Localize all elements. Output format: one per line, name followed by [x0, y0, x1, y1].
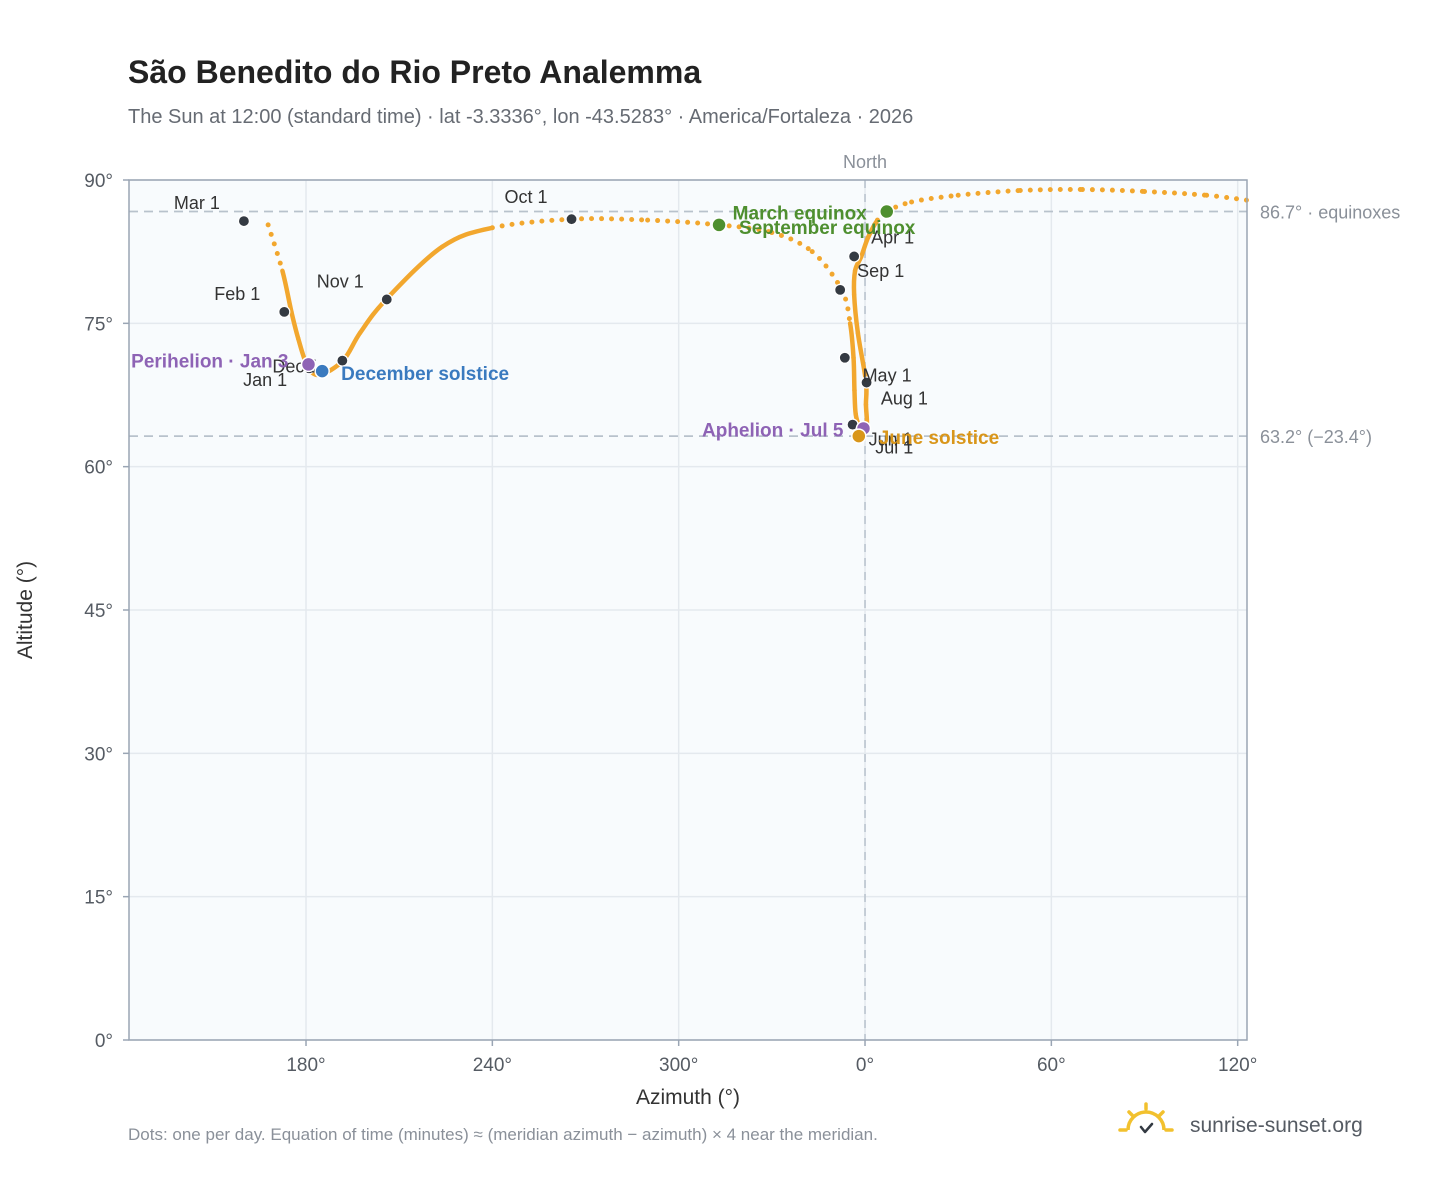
month-label: Aug 1: [881, 389, 928, 409]
event-markers: Perihelion · Jan 3 December solstice March…: [131, 204, 999, 450]
month-marker: [834, 283, 847, 296]
month-marker: [860, 376, 873, 389]
x-tick-label: 0°: [856, 1055, 874, 1076]
month-marker: [336, 354, 349, 367]
path-segment-dotted: [1142, 188, 1210, 198]
brand-logo: sunrise-sunset.org: [1118, 1102, 1363, 1137]
path-segment: [439, 225, 495, 250]
y-axis-label: Altitude (°): [14, 561, 37, 659]
event-marker: [300, 356, 317, 373]
y-tick-label: 75°: [84, 314, 113, 335]
x-tick-label: 240°: [473, 1055, 512, 1076]
x-tick-label: 300°: [659, 1055, 698, 1076]
month-label: Apr 1: [871, 227, 914, 247]
x-tick-label: 60°: [1037, 1055, 1066, 1076]
y-tick-label: 30°: [84, 744, 113, 765]
path-segment-dotted: [839, 287, 853, 326]
month-label: Feb 1: [214, 284, 260, 304]
path-segment-dotted: [716, 222, 775, 236]
y-axis-ticks: 0° 15° 30° 45° 60° 75° 90°: [84, 171, 129, 1052]
month-label: Mar 1: [174, 193, 220, 213]
sun-logo-icon: [1118, 1102, 1174, 1134]
path-segment: [852, 387, 858, 417]
path-segment-dotted: [489, 216, 575, 231]
month-marker: [278, 305, 291, 318]
month-label: Jun 1: [869, 430, 913, 450]
reference-lines: 86.7° · equinoxes 63.2° (−23.4°): [129, 203, 1400, 447]
month-marker: [380, 293, 393, 306]
y-tick-label: 60°: [84, 458, 113, 479]
y-tick-label: 90°: [84, 171, 113, 192]
path-segment-dotted: [1017, 187, 1085, 194]
event-marker: [851, 428, 867, 444]
path-segment: [289, 309, 301, 341]
event-label: December solstice: [341, 364, 509, 385]
x-axis-ticks: 180° 240° 300° 0° 60° 120°: [286, 1040, 1257, 1076]
path-segment: [280, 268, 294, 315]
path-segment: [847, 321, 856, 360]
path-segment: [851, 268, 858, 297]
event-marker: [879, 203, 895, 220]
event-label: Aphelion · Jul 5: [702, 420, 844, 441]
event-label: September equinox: [739, 218, 916, 239]
reference-line-label: 86.7° · equinoxes: [1260, 203, 1400, 223]
event-label: June solstice: [879, 428, 999, 449]
chart-title: São Benedito do Rio Preto Analemma: [128, 54, 701, 90]
month-marker: [237, 214, 251, 228]
path-segment-dotted: [569, 216, 651, 223]
month-marker: [848, 250, 861, 263]
brand-name: sunrise-sunset.org: [1190, 1114, 1363, 1137]
path-segment-dotted: [265, 222, 285, 274]
event-marker: [711, 217, 727, 233]
path-segment-dotted: [769, 230, 815, 255]
event-marker: [314, 363, 330, 379]
x-tick-label: 180°: [286, 1055, 325, 1076]
path-segment: [851, 355, 857, 393]
month-label: Oct 1: [505, 187, 548, 207]
event-label: Perihelion · Jan 3: [131, 351, 288, 372]
month-label: Nov 1: [317, 271, 364, 291]
x-axis-label: Azimuth (°): [636, 1086, 740, 1109]
north-meridian: North: [843, 152, 887, 1040]
grid-lines: [129, 179, 1247, 1041]
month-label: Jan 1: [243, 370, 287, 390]
month-label: Jul 1: [875, 437, 913, 457]
path-segment-dotted: [955, 188, 1023, 198]
path-segment-dotted: [1079, 187, 1148, 194]
x-tick-label: 120°: [1218, 1055, 1257, 1076]
reference-line-label: 63.2° (−23.4°): [1260, 427, 1372, 447]
chart-subtitle: The Sun at 12:00 (standard time) · lat -…: [128, 106, 913, 128]
footnote: Dots: one per day. Equation of time (min…: [128, 1125, 878, 1144]
event-label: March equinox: [733, 204, 868, 225]
month-marker: [838, 351, 851, 364]
y-tick-label: 15°: [84, 888, 113, 909]
month-label: May 1: [863, 366, 912, 386]
month-label: Sep 1: [857, 261, 904, 281]
north-label: North: [843, 152, 887, 172]
month-marker: [565, 213, 578, 226]
path-segment: [851, 292, 861, 336]
y-tick-label: 45°: [84, 601, 113, 622]
path-segment-dotted: [909, 192, 961, 205]
y-tick-label: 0°: [95, 1031, 113, 1052]
